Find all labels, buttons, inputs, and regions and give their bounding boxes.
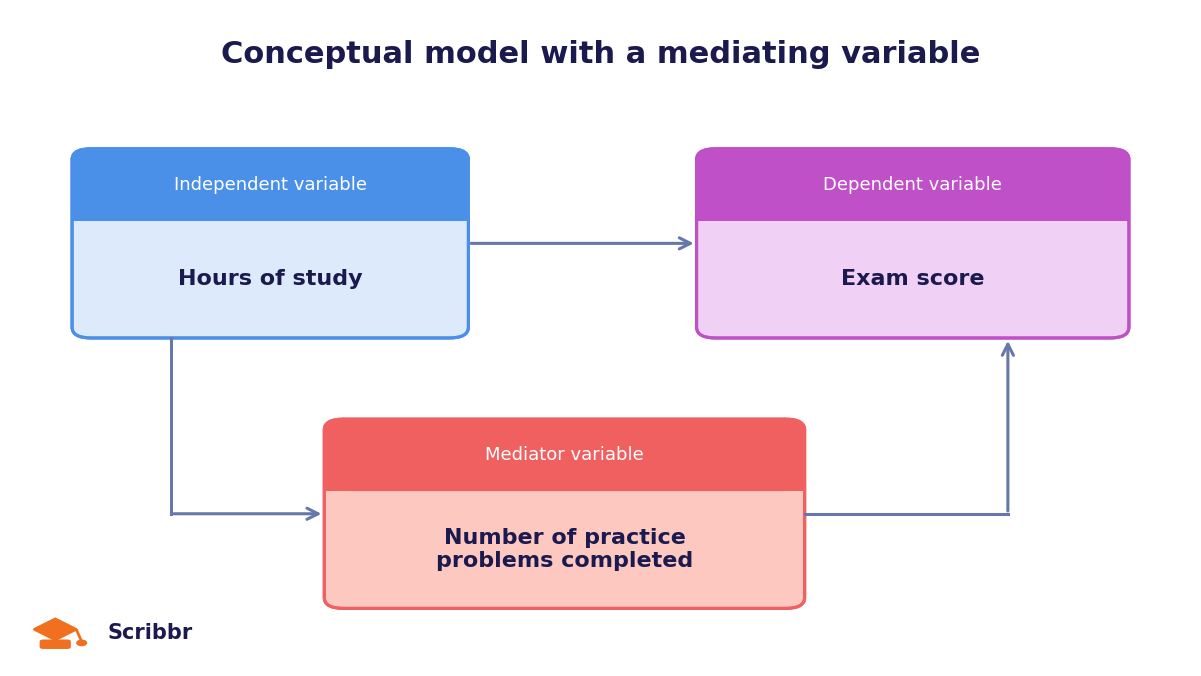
Text: Conceptual model with a mediating variable: Conceptual model with a mediating variab… xyxy=(221,40,980,68)
FancyBboxPatch shape xyxy=(72,149,468,220)
Circle shape xyxy=(77,640,86,646)
Text: Dependent variable: Dependent variable xyxy=(824,176,1002,194)
FancyBboxPatch shape xyxy=(697,149,1129,338)
FancyBboxPatch shape xyxy=(12,595,252,669)
Bar xyxy=(697,185,1129,220)
Text: Independent variable: Independent variable xyxy=(174,176,366,194)
Text: Scribbr: Scribbr xyxy=(108,623,192,644)
Text: Exam score: Exam score xyxy=(841,269,985,289)
FancyBboxPatch shape xyxy=(697,149,1129,220)
Bar xyxy=(72,185,468,220)
Text: Number of practice
problems completed: Number of practice problems completed xyxy=(436,528,693,571)
Text: Hours of study: Hours of study xyxy=(178,269,363,289)
FancyBboxPatch shape xyxy=(72,149,468,338)
Polygon shape xyxy=(34,619,77,640)
FancyBboxPatch shape xyxy=(324,419,805,491)
Text: Mediator variable: Mediator variable xyxy=(485,446,644,464)
FancyBboxPatch shape xyxy=(40,639,71,649)
Bar xyxy=(324,455,805,491)
FancyBboxPatch shape xyxy=(324,419,805,608)
